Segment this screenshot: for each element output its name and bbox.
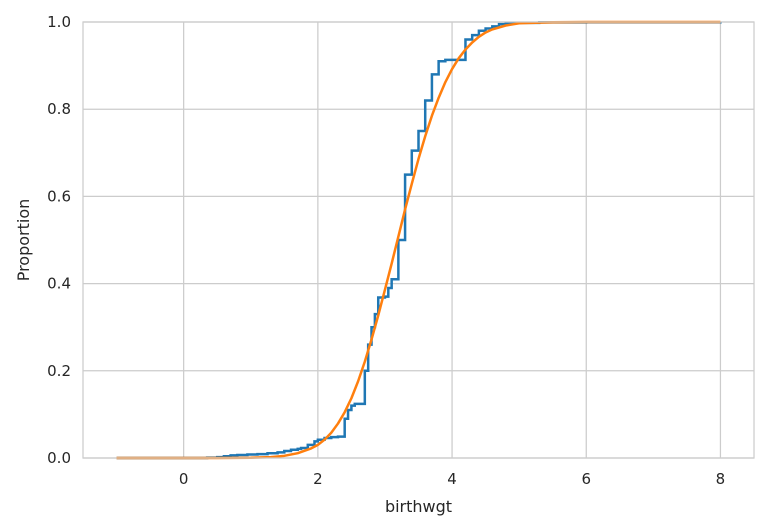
y-tick-label: 0.2: [47, 362, 71, 380]
x-tick-label: 0: [179, 470, 189, 488]
x-tick-label: 2: [313, 470, 323, 488]
tick-labels: 0 2 4 6 8 0.0 0.2 0.4 0.6 0.8 1.0: [47, 13, 725, 488]
normal-cdf-line: [116, 20, 721, 460]
y-tick-label: 1.0: [47, 13, 71, 31]
x-tick-label: 4: [447, 470, 457, 488]
plot-frame: [82, 21, 755, 459]
y-axis-label: Proportion: [14, 199, 33, 282]
x-axis-label: birthwgt: [385, 497, 452, 516]
empirical-cdf-line: [116, 20, 722, 460]
grid: [83, 21, 754, 459]
x-tick-label: 8: [716, 470, 726, 488]
series-group: [116, 20, 722, 460]
y-tick-label: 0.4: [47, 275, 71, 293]
y-tick-label: 0.0: [47, 449, 71, 467]
y-tick-label: 0.8: [47, 100, 71, 118]
y-tick-label: 0.6: [47, 187, 71, 205]
x-tick-label: 6: [581, 470, 591, 488]
